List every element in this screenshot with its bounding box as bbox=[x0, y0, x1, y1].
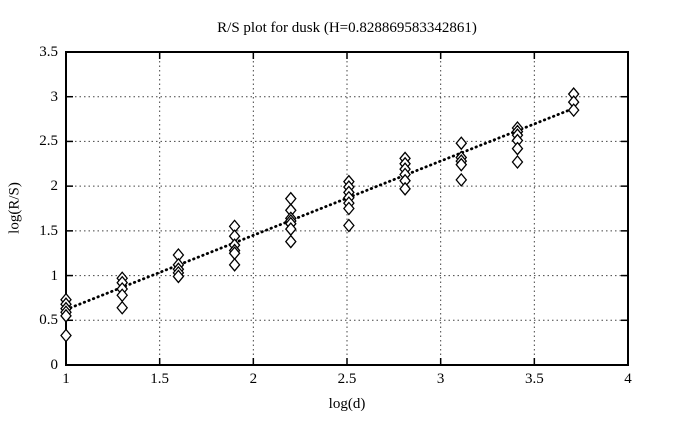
scatter-plot-canvas bbox=[60, 51, 629, 366]
data-point-diamond bbox=[343, 201, 355, 216]
x-tick-label: 3.5 bbox=[524, 371, 544, 387]
data-point-diamond bbox=[511, 154, 524, 170]
x-tick-label: 1.5 bbox=[150, 371, 170, 387]
data-point-diamond bbox=[60, 328, 72, 343]
y-tick-label: 1 bbox=[50, 267, 59, 284]
data-point-diamond bbox=[284, 234, 297, 249]
x-tick-label: 2 bbox=[249, 371, 258, 387]
chart-title: R/S plot for dusk (H=0.828869583342861) bbox=[217, 20, 477, 36]
data-point-diamond bbox=[455, 172, 468, 187]
data-point-diamond bbox=[284, 191, 297, 206]
data-point-diamond bbox=[116, 300, 129, 315]
data-point-diamond bbox=[172, 269, 185, 284]
y-tick-label: 2.5 bbox=[39, 133, 58, 150]
data-point-diamond bbox=[343, 218, 355, 233]
data-point-diamond bbox=[60, 308, 72, 323]
x-tick-label: 1 bbox=[62, 371, 70, 387]
y-tick-label: 3.5 bbox=[39, 44, 58, 60]
x-tick-label: 3 bbox=[436, 371, 445, 387]
data-point-diamond bbox=[511, 141, 524, 156]
data-point-diamond bbox=[455, 157, 468, 172]
plot-frame bbox=[65, 51, 629, 366]
y-tick-label: 0 bbox=[50, 357, 59, 373]
data-point-diamond bbox=[228, 257, 241, 272]
data-point-diamond bbox=[567, 103, 580, 118]
x-tick-label: 2.5 bbox=[337, 371, 357, 387]
x-axis-label: log(d) bbox=[328, 396, 366, 412]
x-tick-label: 4 bbox=[624, 371, 632, 387]
y-tick-label: 0.5 bbox=[39, 312, 58, 329]
y-tick-label: 1.5 bbox=[39, 222, 58, 239]
data-point-diamond bbox=[455, 136, 468, 151]
y-tick-label: 2 bbox=[50, 178, 59, 195]
data-point-diamond bbox=[399, 181, 411, 196]
y-tick-label: 3 bbox=[50, 88, 59, 105]
fit-line bbox=[64, 106, 576, 311]
